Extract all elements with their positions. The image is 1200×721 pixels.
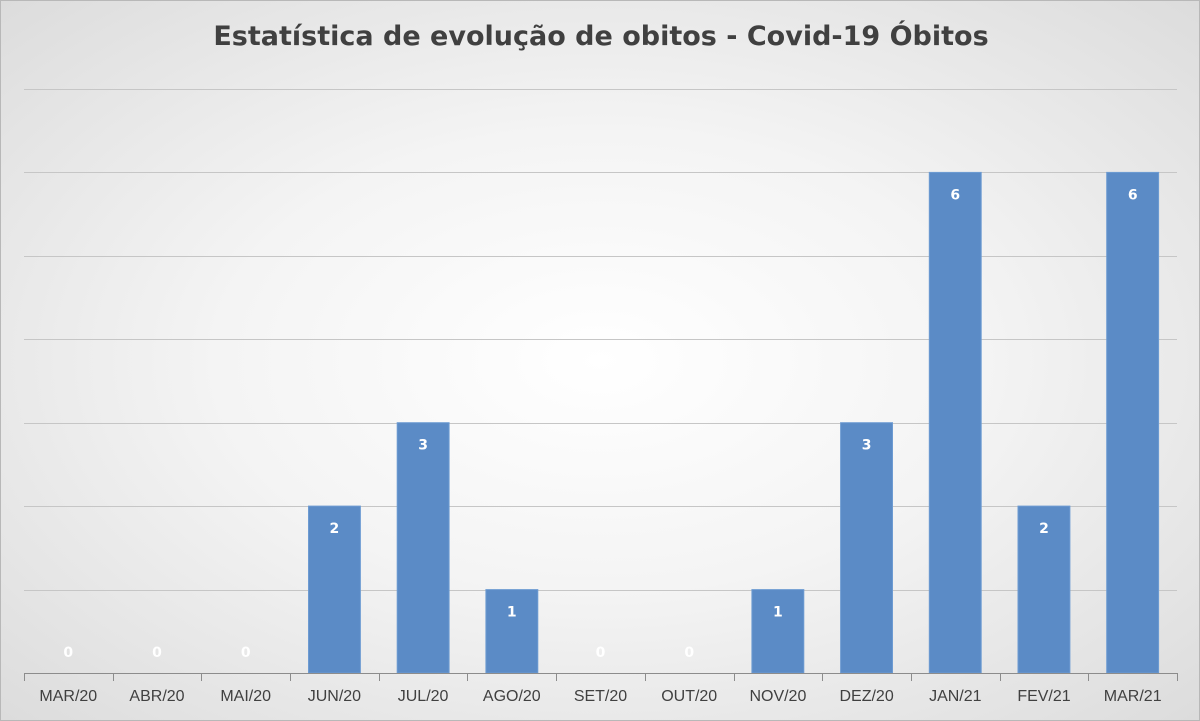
gridlines [24, 89, 1177, 591]
x-tick-label: SET/20 [574, 688, 627, 705]
data-label: 0 [596, 645, 606, 661]
data-label: 6 [1128, 187, 1138, 203]
data-label: 6 [950, 187, 960, 203]
x-tick-label: MAI/20 [220, 688, 271, 705]
x-tick-label: NOV/20 [749, 688, 806, 705]
data-label: 1 [773, 605, 783, 621]
bar [308, 505, 361, 674]
data-label: 3 [862, 438, 872, 454]
x-tick-label: JUL/20 [398, 688, 449, 705]
data-label: 2 [330, 521, 340, 537]
data-label: 0 [63, 645, 73, 661]
data-label: 2 [1039, 521, 1049, 537]
data-label: 3 [418, 438, 428, 454]
data-label: 1 [507, 605, 517, 621]
x-tick-label: JUN/20 [308, 688, 361, 705]
x-tick-label: DEZ/20 [839, 688, 893, 705]
x-tick-label: AGO/20 [483, 688, 541, 705]
bar [840, 422, 893, 674]
x-tick-label: OUT/20 [661, 688, 717, 705]
x-tick-label: FEV/21 [1017, 688, 1070, 705]
bar [396, 422, 450, 674]
bar [1106, 171, 1160, 674]
data-label: 0 [241, 645, 251, 661]
x-tick-label: MAR/20 [39, 688, 97, 705]
data-label: 0 [684, 645, 694, 661]
bar [1017, 505, 1071, 674]
x-tick-label: MAR/21 [1104, 688, 1162, 705]
data-labels: 0 0 0 2 3 1 0 0 1 3 6 2 6 [63, 187, 1137, 661]
bar [751, 589, 805, 674]
x-axis: MAR/20 ABR/20 MAI/20 JUN/20 JUL/20 AGO/20 SET/… [24, 673, 1178, 705]
chart-title: Estatística de evolução de obitos - Covi… [213, 21, 989, 52]
x-tick-label: JAN/21 [929, 688, 982, 705]
bars [308, 171, 1160, 674]
bar [928, 171, 982, 674]
x-tick-label: ABR/20 [129, 688, 184, 705]
bar [485, 589, 539, 674]
data-label: 0 [152, 645, 162, 661]
